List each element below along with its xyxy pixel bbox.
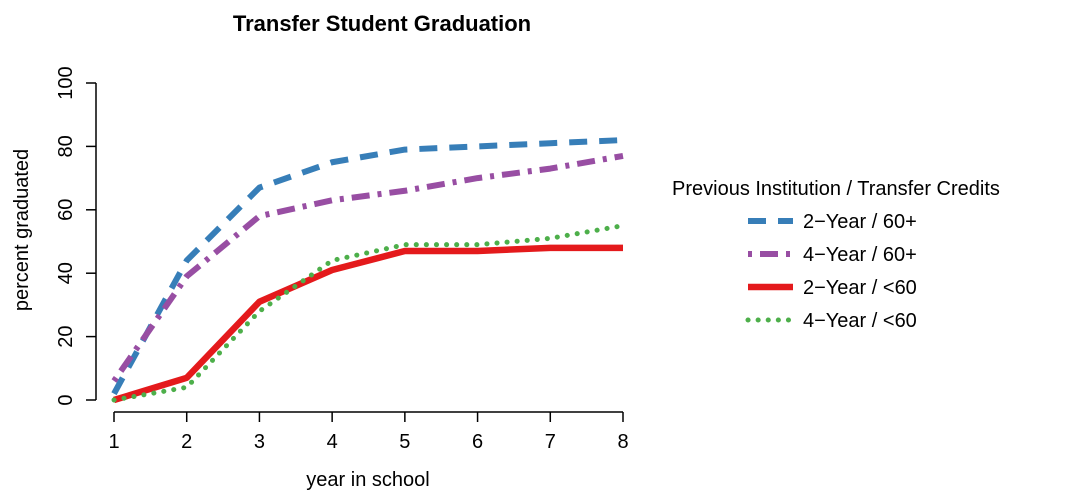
x-tick-label: 7 [545, 431, 556, 453]
y-axis-label: percent graduated [11, 149, 33, 311]
x-tick-label: 4 [327, 431, 338, 453]
y-tick-label: 20 [55, 325, 77, 347]
legend-label-3: 2−Year / <60 [803, 277, 917, 299]
x-tick-label: 1 [108, 431, 119, 453]
series-line-3 [113, 244, 623, 404]
x-tick-label: 2 [181, 431, 192, 453]
legend-label-2: 4−Year / 60+ [803, 244, 917, 266]
plot-lines [111, 137, 626, 404]
x-tick-label: 8 [617, 431, 628, 453]
legend-title: Previous Institution / Transfer Credits [672, 178, 1000, 200]
chart-title: Transfer Student Graduation [233, 11, 531, 36]
x-tick-label: 3 [254, 431, 265, 453]
series-line-2 [111, 152, 624, 383]
y-tick-label: 0 [55, 394, 77, 405]
y-tick-label: 40 [55, 262, 77, 284]
y-axis: 0 20 40 60 80 100 [55, 66, 96, 406]
x-axis: 1 2 3 4 5 6 7 8 [108, 412, 629, 453]
legend: Previous Institution / Transfer Credits … [672, 178, 1000, 332]
legend-label-4: 4−Year / <60 [803, 310, 917, 332]
y-tick-label: 60 [55, 199, 77, 221]
series-line-1 [111, 137, 624, 396]
x-tick-label: 6 [472, 431, 483, 453]
y-tick-label: 100 [55, 66, 77, 99]
x-tick-label: 5 [399, 431, 410, 453]
legend-label-1: 2−Year / 60+ [803, 211, 917, 233]
y-tick-label: 80 [55, 135, 77, 157]
series-line-4 [111, 223, 626, 403]
x-axis-label: year in school [306, 469, 429, 491]
